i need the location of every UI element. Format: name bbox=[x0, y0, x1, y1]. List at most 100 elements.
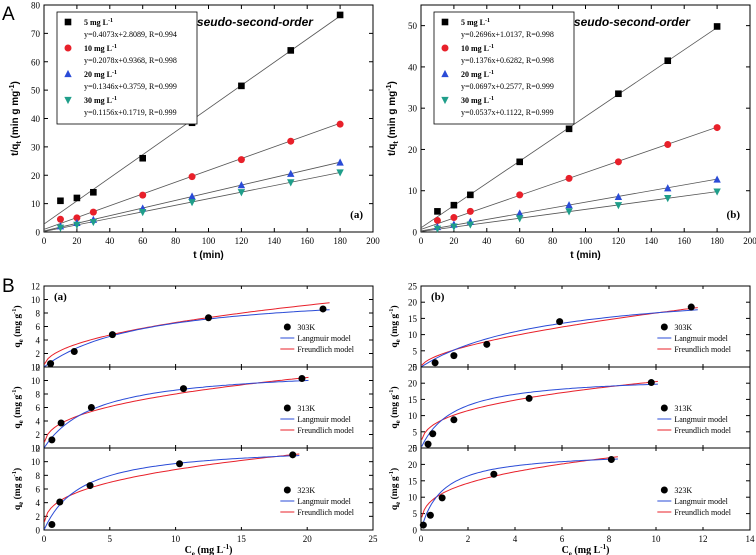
data-point-3-0 bbox=[56, 224, 65, 232]
legend-series-name: 10 mg L-1 bbox=[84, 44, 117, 53]
y-axis-label: qe (mg g-1) bbox=[388, 468, 402, 510]
data-point-3-5 bbox=[237, 189, 246, 197]
legend-name-text: 5 mg L bbox=[461, 18, 485, 27]
chart-title: pseudo-second-order bbox=[189, 15, 315, 29]
legend-freundlich-label: Freundlich model bbox=[297, 426, 354, 435]
data-point-1 bbox=[429, 430, 437, 438]
y-axis-label-sub: e bbox=[394, 502, 402, 505]
x-tick-label: 0 bbox=[419, 534, 424, 544]
x-tick-label: 2 bbox=[466, 534, 471, 544]
x-tick-label: 20 bbox=[449, 236, 459, 246]
y-axis-label: qe (mg g-1) bbox=[11, 386, 25, 428]
data-point-1 bbox=[426, 511, 434, 519]
freundlich-curve bbox=[43, 453, 300, 522]
x-tick-label: 160 bbox=[677, 236, 691, 246]
legend-freundlich-label: Freundlich model bbox=[674, 345, 731, 354]
data-point-0-4 bbox=[565, 125, 573, 133]
data-point-2 bbox=[450, 416, 458, 424]
y-tick-label: 12 bbox=[31, 282, 40, 292]
y-axis-label-sup: -1 bbox=[9, 84, 16, 90]
x-tick-label: 0 bbox=[419, 236, 424, 246]
data-point-2-6 bbox=[287, 169, 295, 177]
data-point-4 bbox=[607, 455, 615, 463]
data-point-0-5 bbox=[238, 82, 245, 90]
y-tick-label: 15 bbox=[408, 476, 418, 486]
y-axis-label-main: q bbox=[390, 504, 400, 510]
legend-equation-text: y=0.1376x+0.6282, R bbox=[461, 56, 532, 65]
y-axis-label-unit: (mg g bbox=[12, 476, 23, 502]
y-axis-label-sub: t bbox=[16, 141, 23, 144]
y-tick-label: 6 bbox=[36, 403, 41, 413]
x-tick-label: 200 bbox=[743, 236, 756, 246]
y-axis-label-end: ) bbox=[389, 305, 400, 308]
y-tick-label: 20 bbox=[408, 460, 418, 470]
data-point-2-4 bbox=[565, 201, 573, 209]
legend-series-name: 5 mg L-1 bbox=[84, 18, 113, 27]
data-point-0 bbox=[48, 521, 56, 529]
x-tick-label: 120 bbox=[612, 236, 626, 246]
legend-box bbox=[433, 11, 575, 125]
data-point-1-4 bbox=[188, 173, 196, 181]
charts: 0 20 40 60 80 100 120 140 160 180 2000102030405060… bbox=[9, 1, 756, 555]
kinetic-chart-a: 0 20 40 60 80 100 120 140 160 180 200 0 10 20 30 40 50 60… bbox=[9, 1, 380, 262]
subplot-frame bbox=[420, 447, 751, 531]
data-point-1-1 bbox=[73, 214, 81, 222]
x-tick-label: 12 bbox=[699, 534, 708, 544]
legend-langmuir-label: Langmuir model bbox=[674, 415, 728, 424]
x-tick-label: 40 bbox=[482, 236, 492, 246]
y-tick-label: 70 bbox=[31, 29, 41, 39]
legend-r2-text: =0.994 bbox=[154, 30, 177, 39]
legend-temperature: 303K bbox=[297, 323, 315, 332]
y-tick-label: 40 bbox=[408, 62, 418, 72]
data-point-4 bbox=[289, 451, 297, 459]
legend-temperature: 313K bbox=[297, 404, 315, 413]
data-point-3 bbox=[179, 385, 187, 393]
y-axis-label-unit: (min g mg bbox=[10, 91, 21, 142]
legend-name-sup: -1 bbox=[112, 96, 117, 102]
x-tick-label: 180 bbox=[710, 236, 724, 246]
legend-marker-1 bbox=[441, 44, 449, 52]
y-axis-label: qe (mg g-1) bbox=[11, 305, 25, 347]
x-tick-label: 5 bbox=[108, 534, 113, 544]
x-tick-label: 100 bbox=[202, 236, 216, 246]
legend-name-text: 30 mg L bbox=[461, 96, 489, 105]
y-axis-label-end: ) bbox=[10, 81, 21, 84]
y-tick-label: 6 bbox=[36, 485, 41, 495]
langmuir-curve bbox=[421, 383, 658, 447]
data-point-2-7 bbox=[336, 158, 344, 166]
x-axis-label: Ce (mg L-1) bbox=[185, 543, 233, 555]
legend-equation: y=0.1346x+0.3759, R=0.999 bbox=[84, 82, 177, 91]
data-point-3-5 bbox=[614, 202, 623, 210]
data-point-1-4 bbox=[565, 174, 573, 182]
y-tick-label: 10 bbox=[408, 493, 418, 503]
y-axis-label-unit: (min g mg bbox=[387, 91, 398, 142]
x-tick-label: 120 bbox=[235, 236, 249, 246]
x-axis-label-unit: (mg L bbox=[195, 545, 224, 555]
legend-marker bbox=[283, 486, 291, 494]
y-tick-label: 4 bbox=[36, 417, 41, 427]
section-a-label: A bbox=[2, 4, 15, 25]
y-tick-label: 10 bbox=[408, 186, 418, 196]
x-axis-label-main: C bbox=[185, 545, 192, 555]
y-tick-label: 10 bbox=[31, 295, 41, 305]
y-tick-label: 30 bbox=[408, 104, 418, 114]
data-point-4 bbox=[319, 305, 327, 313]
x-axis-label-end: ) bbox=[606, 545, 609, 555]
data-point-2 bbox=[108, 331, 116, 339]
legend-langmuir-label: Langmuir model bbox=[297, 415, 351, 424]
isotherm-subplot-303K: 0 2 4 6 8 10 12 qe (mg g-1) 303K Langmuir model Fr… bbox=[11, 282, 374, 373]
data-point-3-3 bbox=[139, 209, 147, 217]
legend-equation-text: y=0.0697x+0.2577, R bbox=[461, 82, 532, 91]
y-tick-label: 20 bbox=[408, 145, 418, 155]
legend-freundlich-label: Freundlich model bbox=[674, 426, 731, 435]
x-tick-label: 140 bbox=[268, 236, 282, 246]
y-tick-label: 5 bbox=[413, 346, 418, 356]
legend-r2-text: =0.998 bbox=[154, 56, 177, 65]
data-point-0 bbox=[47, 360, 55, 368]
legend-temperature: 323K bbox=[674, 486, 692, 495]
data-point-1-6 bbox=[664, 141, 672, 149]
y-tick-label: 30 bbox=[31, 142, 41, 152]
data-point-2-5 bbox=[237, 181, 246, 189]
legend-marker bbox=[283, 323, 291, 331]
data-point-0-7 bbox=[336, 11, 344, 19]
